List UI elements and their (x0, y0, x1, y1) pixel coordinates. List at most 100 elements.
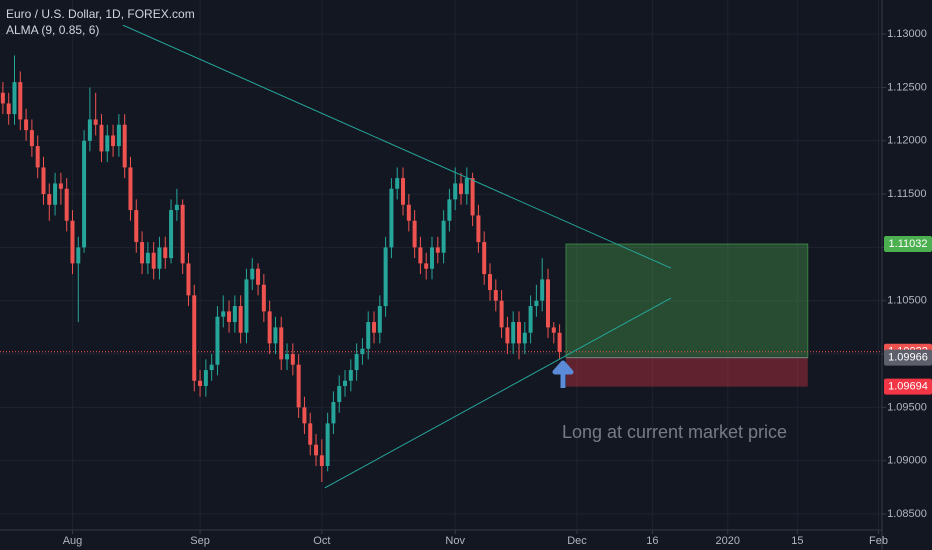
candle-body (290, 354, 295, 365)
candle-body (99, 124, 104, 152)
candle-body (145, 252, 150, 264)
candle-body (221, 311, 226, 317)
arrow-up (552, 360, 574, 388)
candle-body (41, 167, 46, 195)
candle-body (64, 188, 69, 221)
candle-body (58, 183, 63, 189)
candle-body (395, 178, 400, 189)
candle-body (331, 402, 336, 424)
x-tick-label: Aug (63, 535, 83, 547)
x-tick-label: 2020 (716, 535, 740, 547)
candle-body (174, 204, 179, 211)
y-tick-label: 1.09500 (887, 401, 927, 413)
candle-body (528, 306, 533, 333)
x-tick-label: Sep (190, 535, 210, 547)
x-tick-label: Nov (445, 535, 465, 547)
y-tick-label: 1.09000 (887, 455, 927, 467)
candle-body (476, 215, 481, 243)
candle-body (343, 380, 348, 387)
candle-body (238, 306, 243, 333)
y-tick-label: 1.13000 (887, 28, 927, 40)
y-tick-label: 1.12500 (887, 81, 927, 93)
candle-body (360, 348, 365, 355)
candle-body (302, 407, 307, 424)
candle-body (383, 247, 388, 307)
candle-body (366, 322, 371, 349)
candle-body (267, 311, 272, 344)
candle-body (87, 119, 92, 141)
loss-zone (565, 357, 808, 387)
x-tick-label: Feb (869, 535, 888, 547)
candle-body (319, 455, 324, 467)
candle-body (273, 327, 278, 344)
candle-body (516, 322, 521, 344)
annotation: Long at current market price (562, 422, 787, 442)
candle-body (122, 124, 127, 168)
candle-body (128, 167, 133, 211)
candle-body (551, 327, 556, 333)
candle-body (459, 183, 464, 195)
candle-body (180, 204, 185, 264)
candle-body (482, 242, 487, 275)
drawings (122, 24, 672, 489)
candle-body (540, 279, 545, 301)
candle-body (186, 263, 191, 296)
profit-zone (565, 243, 809, 359)
candle-body (354, 354, 359, 371)
candle-body (435, 247, 440, 253)
candle-body (12, 82, 17, 115)
candle-body (453, 183, 458, 200)
candle-body (377, 306, 382, 333)
candle-body (557, 332, 562, 352)
price-label-bg (884, 349, 932, 366)
candle-body (308, 423, 313, 445)
candle-body (232, 306, 237, 323)
candle-body (296, 364, 301, 408)
candle-body (111, 135, 116, 147)
price-label: 1.09966 (888, 352, 928, 364)
candle-body (325, 423, 330, 467)
indicator-legend: ALMA (9, 0.85, 6) (6, 23, 99, 37)
x-tick-label: Oct (313, 535, 330, 547)
candle-body (522, 332, 527, 344)
candle-body (105, 135, 110, 152)
candle-body (418, 247, 423, 264)
candle-body (198, 380, 203, 387)
x-tick-label: Dec (567, 535, 587, 547)
candle-body (6, 103, 11, 115)
candle-body (93, 119, 98, 125)
candle-body (256, 268, 261, 285)
candle-body (163, 247, 168, 259)
price-label-bg (884, 378, 932, 395)
candle-body (534, 300, 539, 307)
candle-body (24, 119, 29, 131)
candle-body (285, 354, 290, 360)
candle-body (511, 322, 516, 344)
candle-body (499, 300, 504, 328)
candle-body (140, 242, 145, 264)
candle-body (412, 220, 417, 248)
candle-body (488, 274, 492, 291)
price-label: 1.09694 (888, 381, 928, 393)
y-tick-label: 1.12000 (887, 135, 927, 147)
y-tick-label: 1.11500 (888, 188, 927, 200)
candle-body (47, 194, 52, 205)
candle-body (53, 183, 58, 205)
candle-body (441, 220, 446, 253)
candle-body (134, 210, 139, 243)
candle-body (227, 311, 232, 323)
candle-body (0, 92, 5, 104)
position-tool: Long at current market price (0, 243, 882, 442)
candle-body (209, 364, 214, 371)
candle-body (82, 140, 87, 248)
candle-body (430, 247, 435, 269)
candle-body (116, 124, 121, 147)
candle-body (169, 210, 174, 259)
y-tick-label: 1.08500 (887, 508, 927, 520)
candle-body (215, 316, 220, 365)
x-tick-label: 16 (646, 535, 658, 547)
candle-body (493, 290, 498, 301)
